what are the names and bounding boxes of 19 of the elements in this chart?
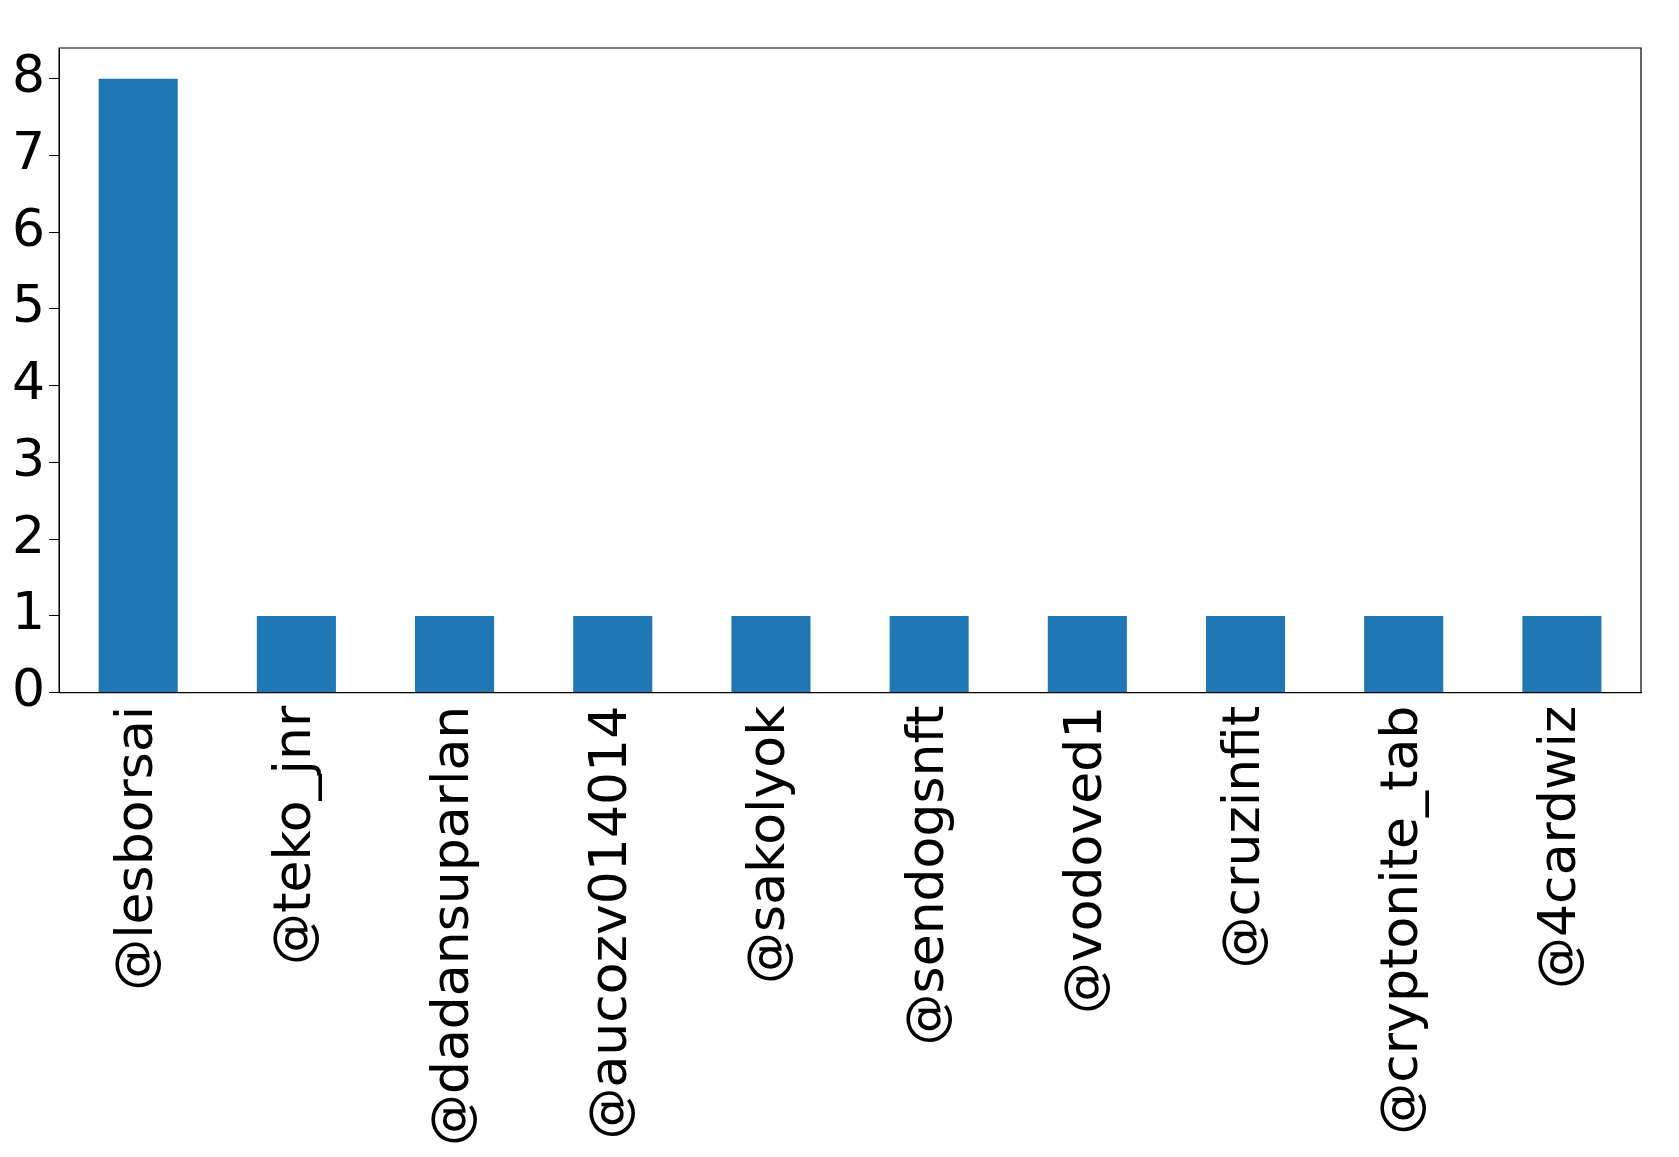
x-tick-label: @sakolyok [736, 705, 797, 984]
y-tick-label: 8 [11, 44, 46, 105]
x-tick-label: @sendogsnft [894, 705, 955, 1046]
x-tick-label: @dadansuparlan [420, 705, 481, 1147]
x-tick-label: @teko_jnr [261, 705, 322, 965]
y-tick-label: 6 [11, 197, 46, 258]
y-tick-label: 2 [11, 504, 46, 565]
x-tick-label: @cryptonite_tab [1369, 705, 1430, 1135]
x-tick-label: @lesborsai [103, 705, 164, 991]
y-tick-label: 5 [11, 274, 46, 335]
y-tick-label: 4 [11, 351, 46, 412]
x-tick-label: @cruzinfit [1211, 705, 1272, 969]
y-tick-label: 3 [11, 427, 46, 488]
y-tick-label: 0 [11, 658, 46, 719]
x-tick-label: @aucozv014014 [578, 705, 639, 1140]
y-tick-label: 7 [11, 120, 46, 181]
y-tick-label: 1 [11, 581, 46, 642]
x-tick-label: @4cardwiz [1527, 705, 1588, 990]
x-tick-label: @vodoved1 [1052, 705, 1113, 1015]
